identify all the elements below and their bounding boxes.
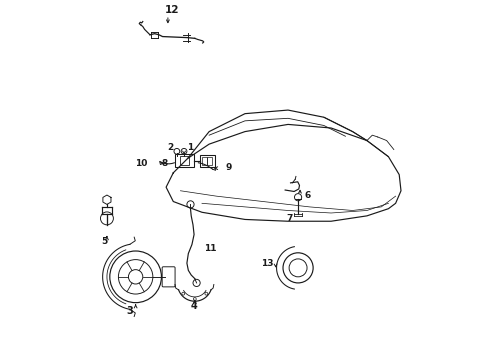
Text: 4: 4: [191, 301, 197, 311]
Text: 11: 11: [204, 244, 216, 253]
Text: 13: 13: [261, 259, 274, 268]
Text: 3: 3: [126, 306, 133, 315]
Text: 2: 2: [168, 143, 174, 152]
Text: 8: 8: [161, 159, 168, 168]
Text: 12: 12: [165, 5, 179, 15]
Text: 7: 7: [286, 214, 293, 223]
Text: 9: 9: [225, 163, 232, 172]
Text: 6: 6: [304, 190, 311, 199]
Text: 5: 5: [101, 237, 107, 246]
Text: 1: 1: [187, 143, 193, 152]
Text: 10: 10: [135, 159, 147, 168]
